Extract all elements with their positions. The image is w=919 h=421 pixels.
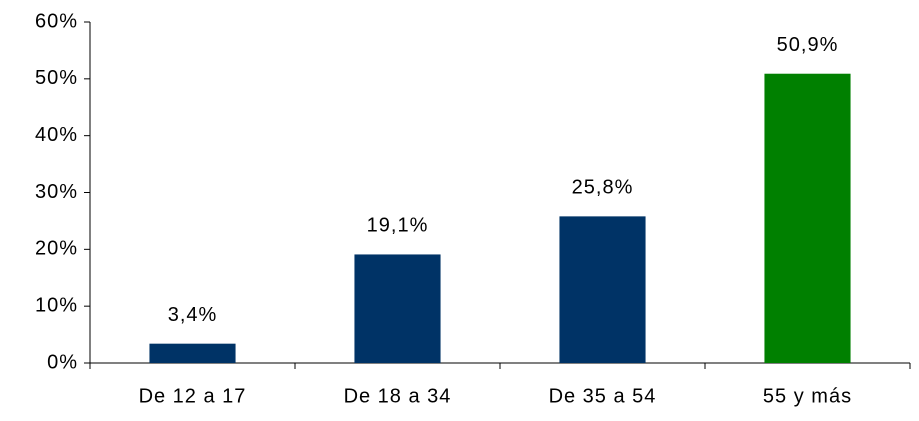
bar: [764, 73, 851, 364]
x-tick-label: De 12 a 17: [139, 385, 247, 407]
y-tick-label: 60%: [35, 10, 78, 32]
value-label: 3,4%: [168, 304, 218, 326]
x-tick-label: De 18 a 34: [344, 385, 452, 407]
x-tick-label: 55 y más: [763, 385, 852, 407]
y-tick-label: 0%: [47, 351, 78, 373]
y-tick-label: 20%: [35, 238, 78, 260]
bar: [149, 343, 236, 363]
value-label: 25,8%: [572, 177, 634, 199]
value-label: 50,9%: [777, 34, 839, 56]
y-tick-label: 40%: [35, 124, 78, 146]
bar: [354, 254, 441, 363]
x-tick-label: De 35 a 54: [549, 385, 657, 407]
y-tick-label: 30%: [35, 181, 78, 203]
y-tick-label: 50%: [35, 67, 78, 89]
y-tick-label: 10%: [35, 294, 78, 316]
value-label: 19,1%: [367, 215, 429, 237]
bar: [559, 216, 646, 363]
